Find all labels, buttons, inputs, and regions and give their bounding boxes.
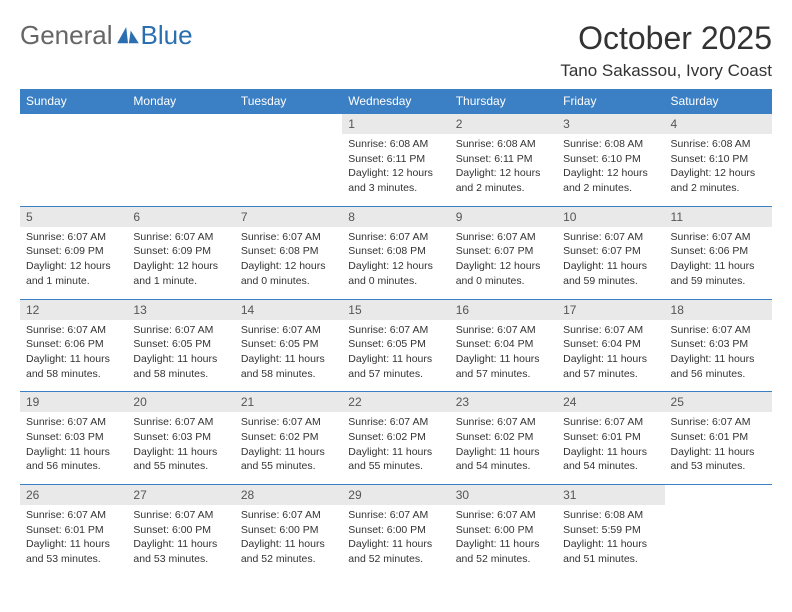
logo-text-blue: Blue xyxy=(141,20,193,51)
day-detail-cell: Sunrise: 6:07 AMSunset: 6:08 PMDaylight:… xyxy=(342,227,449,299)
day-detail-cell: Sunrise: 6:08 AMSunset: 6:10 PMDaylight:… xyxy=(665,134,772,206)
day-number-cell xyxy=(127,114,234,134)
header: General Blue October 2025 Tano Sakassou,… xyxy=(20,20,772,81)
day-number-row: 1234 xyxy=(20,114,772,134)
day-detail-cell: Sunrise: 6:07 AMSunset: 6:02 PMDaylight:… xyxy=(235,412,342,484)
day-detail-cell: Sunrise: 6:07 AMSunset: 6:07 PMDaylight:… xyxy=(557,227,664,299)
day-detail-cell: Sunrise: 6:07 AMSunset: 6:04 PMDaylight:… xyxy=(557,320,664,392)
day-detail-row: Sunrise: 6:08 AMSunset: 6:11 PMDaylight:… xyxy=(20,134,772,206)
day-number-cell: 2 xyxy=(450,114,557,134)
day-number-cell: 25 xyxy=(665,392,772,412)
day-detail-cell: Sunrise: 6:07 AMSunset: 6:00 PMDaylight:… xyxy=(235,505,342,577)
day-detail-cell: Sunrise: 6:07 AMSunset: 6:04 PMDaylight:… xyxy=(450,320,557,392)
day-detail-cell: Sunrise: 6:07 AMSunset: 6:01 PMDaylight:… xyxy=(20,505,127,577)
day-number-cell: 9 xyxy=(450,207,557,227)
day-detail-row: Sunrise: 6:07 AMSunset: 6:09 PMDaylight:… xyxy=(20,227,772,299)
day-detail-cell: Sunrise: 6:07 AMSunset: 6:05 PMDaylight:… xyxy=(235,320,342,392)
day-detail-cell: Sunrise: 6:07 AMSunset: 6:06 PMDaylight:… xyxy=(665,227,772,299)
day-detail-cell: Sunrise: 6:07 AMSunset: 6:09 PMDaylight:… xyxy=(127,227,234,299)
day-number-cell xyxy=(665,485,772,505)
day-header-row: SundayMondayTuesdayWednesdayThursdayFrid… xyxy=(20,89,772,114)
day-number-row: 567891011 xyxy=(20,207,772,227)
day-detail-cell: Sunrise: 6:07 AMSunset: 6:00 PMDaylight:… xyxy=(450,505,557,577)
day-number-cell: 23 xyxy=(450,392,557,412)
day-header: Tuesday xyxy=(235,89,342,114)
day-detail-cell: Sunrise: 6:07 AMSunset: 6:07 PMDaylight:… xyxy=(450,227,557,299)
day-detail-row: Sunrise: 6:07 AMSunset: 6:03 PMDaylight:… xyxy=(20,412,772,484)
day-detail-cell: Sunrise: 6:07 AMSunset: 6:01 PMDaylight:… xyxy=(557,412,664,484)
day-number-cell: 5 xyxy=(20,207,127,227)
day-number-cell: 3 xyxy=(557,114,664,134)
day-number-cell: 28 xyxy=(235,485,342,505)
day-number-cell: 6 xyxy=(127,207,234,227)
day-number-cell: 30 xyxy=(450,485,557,505)
day-detail-cell: Sunrise: 6:07 AMSunset: 6:03 PMDaylight:… xyxy=(665,320,772,392)
day-number-cell: 16 xyxy=(450,300,557,320)
day-number-row: 12131415161718 xyxy=(20,300,772,320)
day-number-cell: 8 xyxy=(342,207,449,227)
month-title: October 2025 xyxy=(560,20,772,57)
title-block: October 2025 Tano Sakassou, Ivory Coast xyxy=(560,20,772,81)
day-detail-cell: Sunrise: 6:07 AMSunset: 6:05 PMDaylight:… xyxy=(127,320,234,392)
day-number-cell: 21 xyxy=(235,392,342,412)
day-number-cell: 11 xyxy=(665,207,772,227)
day-detail-cell: Sunrise: 6:07 AMSunset: 6:06 PMDaylight:… xyxy=(20,320,127,392)
location: Tano Sakassou, Ivory Coast xyxy=(560,61,772,81)
day-header: Thursday xyxy=(450,89,557,114)
day-header: Wednesday xyxy=(342,89,449,114)
day-number-cell: 17 xyxy=(557,300,664,320)
day-detail-cell: Sunrise: 6:07 AMSunset: 6:00 PMDaylight:… xyxy=(127,505,234,577)
logo: General Blue xyxy=(20,20,193,51)
day-detail-row: Sunrise: 6:07 AMSunset: 6:01 PMDaylight:… xyxy=(20,505,772,577)
day-detail-cell: Sunrise: 6:07 AMSunset: 6:03 PMDaylight:… xyxy=(127,412,234,484)
day-number-cell xyxy=(235,114,342,134)
day-number-cell: 31 xyxy=(557,485,664,505)
day-detail-cell: Sunrise: 6:07 AMSunset: 6:09 PMDaylight:… xyxy=(20,227,127,299)
day-number-cell: 12 xyxy=(20,300,127,320)
day-number-row: 262728293031 xyxy=(20,485,772,505)
day-number-cell: 13 xyxy=(127,300,234,320)
calendar-table: SundayMondayTuesdayWednesdayThursdayFrid… xyxy=(20,89,772,577)
day-number-cell: 4 xyxy=(665,114,772,134)
day-number-cell: 26 xyxy=(20,485,127,505)
day-number-cell: 15 xyxy=(342,300,449,320)
day-number-cell: 29 xyxy=(342,485,449,505)
day-detail-cell: Sunrise: 6:08 AMSunset: 6:11 PMDaylight:… xyxy=(450,134,557,206)
day-number-cell: 27 xyxy=(127,485,234,505)
day-number-cell: 14 xyxy=(235,300,342,320)
day-number-cell: 22 xyxy=(342,392,449,412)
day-detail-cell: Sunrise: 6:07 AMSunset: 6:05 PMDaylight:… xyxy=(342,320,449,392)
day-number-cell: 18 xyxy=(665,300,772,320)
day-header: Sunday xyxy=(20,89,127,114)
day-detail-cell xyxy=(20,134,127,206)
day-detail-cell: Sunrise: 6:07 AMSunset: 6:02 PMDaylight:… xyxy=(450,412,557,484)
day-detail-cell xyxy=(665,505,772,577)
day-number-cell: 1 xyxy=(342,114,449,134)
day-header: Friday xyxy=(557,89,664,114)
day-header: Saturday xyxy=(665,89,772,114)
logo-sail-icon xyxy=(117,27,139,45)
day-number-cell: 20 xyxy=(127,392,234,412)
day-number-row: 19202122232425 xyxy=(20,392,772,412)
day-number-cell xyxy=(20,114,127,134)
day-detail-cell: Sunrise: 6:08 AMSunset: 6:10 PMDaylight:… xyxy=(557,134,664,206)
day-number-cell: 19 xyxy=(20,392,127,412)
day-detail-cell: Sunrise: 6:07 AMSunset: 6:01 PMDaylight:… xyxy=(665,412,772,484)
day-detail-cell: Sunrise: 6:07 AMSunset: 6:08 PMDaylight:… xyxy=(235,227,342,299)
day-detail-cell xyxy=(127,134,234,206)
logo-text-general: General xyxy=(20,20,113,51)
day-number-cell: 7 xyxy=(235,207,342,227)
day-detail-row: Sunrise: 6:07 AMSunset: 6:06 PMDaylight:… xyxy=(20,320,772,392)
day-detail-cell: Sunrise: 6:07 AMSunset: 6:02 PMDaylight:… xyxy=(342,412,449,484)
day-detail-cell: Sunrise: 6:07 AMSunset: 6:00 PMDaylight:… xyxy=(342,505,449,577)
day-detail-cell: Sunrise: 6:07 AMSunset: 6:03 PMDaylight:… xyxy=(20,412,127,484)
day-header: Monday xyxy=(127,89,234,114)
day-number-cell: 10 xyxy=(557,207,664,227)
day-detail-cell: Sunrise: 6:08 AMSunset: 5:59 PMDaylight:… xyxy=(557,505,664,577)
day-detail-cell xyxy=(235,134,342,206)
day-detail-cell: Sunrise: 6:08 AMSunset: 6:11 PMDaylight:… xyxy=(342,134,449,206)
day-number-cell: 24 xyxy=(557,392,664,412)
